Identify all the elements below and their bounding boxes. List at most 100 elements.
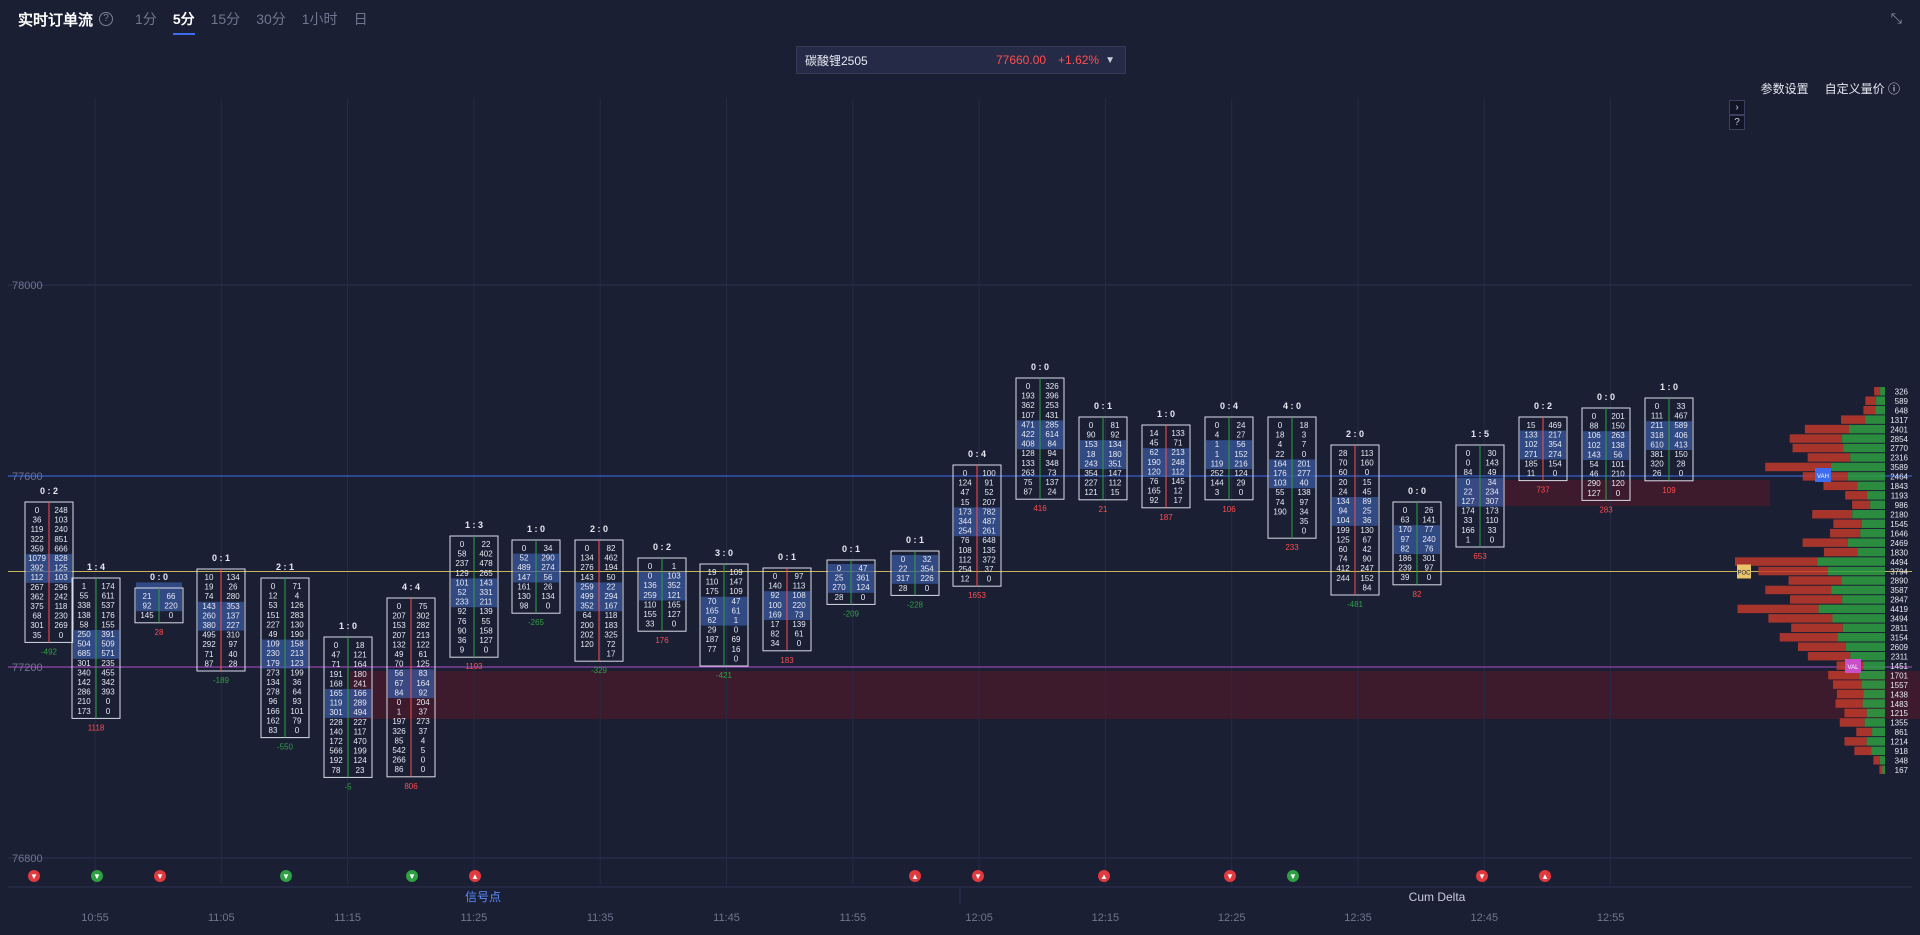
ask-volume-cell: 15 (1111, 488, 1120, 497)
ask-volume-cell: 49 (1488, 468, 1497, 477)
ask-volume-cell: 165 (667, 600, 681, 609)
bid-volume-cell: 22 (899, 565, 908, 574)
ask-volume-cell: 113 (1361, 449, 1374, 458)
ask-volume-cell: 353 (226, 602, 240, 611)
ask-volume-cell: 289 (353, 699, 367, 708)
bid-volume-cell: 192 (329, 756, 343, 765)
ask-volume-cell: 61 (795, 630, 804, 639)
bid-volume-cell: 338 (77, 601, 91, 610)
ask-volume-cell: 0 (59, 631, 64, 640)
ask-volume-cell: 18 (356, 641, 365, 650)
tab-timeframe[interactable]: 日 (353, 11, 368, 27)
bid-volume-cell: 1079 (28, 554, 46, 563)
ask-volume-cell: 61 (419, 650, 428, 659)
candle-ratio-label: 0 : 1 (906, 535, 924, 545)
bid-volume-cell: 39 (1401, 573, 1410, 582)
bid-volume-cell: 190 (1147, 458, 1161, 467)
candle-delta-label: 1653 (968, 591, 986, 600)
ask-volume-cell: 122 (416, 640, 430, 649)
bid-volume-cell: 169 (768, 610, 782, 619)
profile-volume-label: 2464 (1890, 473, 1908, 482)
profile-buy-bar (1870, 500, 1885, 510)
candle-delta-label: 187 (1159, 513, 1173, 522)
custom-price-link[interactable]: 自定义量价 ⓘ (1825, 80, 1900, 97)
profile-buy-bar (1866, 708, 1885, 718)
x-tick-label: 12:35 (1344, 912, 1372, 924)
bid-volume-cell: 134 (266, 678, 280, 687)
ask-volume-cell: 431 (1045, 411, 1059, 420)
bid-volume-cell: 70 (708, 597, 717, 606)
ask-volume-cell: 112 (1172, 467, 1185, 476)
bid-volume-cell: 318 (1650, 431, 1664, 440)
tab-timeframe[interactable]: 1小时 (301, 11, 338, 27)
candle-ratio-label: 1 : 0 (1157, 409, 1175, 419)
bid-volume-cell: 145 (140, 611, 154, 620)
bid-volume-cell: 566 (329, 747, 343, 756)
ask-volume-cell: 290 (541, 554, 555, 563)
profile-buy-bar (1857, 547, 1885, 557)
profile-buy-bar (1861, 680, 1885, 689)
profile-sell-bar (1807, 651, 1851, 661)
bid-volume-cell: 55 (1276, 488, 1285, 497)
candle-ratio-label: 4 : 4 (402, 582, 420, 592)
ask-volume-cell: 0 (1427, 573, 1432, 582)
signal-up-icon (909, 870, 921, 882)
ask-volume-cell: 269 (54, 621, 68, 630)
candle-ratio-label: 2 : 0 (1346, 429, 1364, 439)
bid-volume-cell: 77 (708, 645, 717, 654)
tab-timeframe[interactable]: 15分 (210, 11, 241, 27)
ask-volume-cell: 0 (1302, 527, 1307, 536)
candle-delta-label: -189 (213, 676, 230, 685)
ask-volume-cell: 160 (1360, 459, 1374, 468)
tab-timeframe[interactable]: 30分 (256, 11, 286, 27)
tab-timeframe[interactable]: 1分 (135, 11, 157, 27)
bid-volume-cell: 211 (1651, 421, 1664, 430)
ask-volume-cell: 47 (732, 597, 741, 606)
profile-sell-bar (1874, 387, 1881, 396)
bid-volume-cell: 25 (835, 574, 844, 583)
help-icon[interactable]: ? (99, 12, 114, 26)
profile-volume-label: 648 (1895, 406, 1909, 415)
bid-volume-cell: 75 (1024, 478, 1033, 487)
ask-volume-cell: 0 (1616, 489, 1621, 498)
bid-volume-cell: 136 (643, 581, 657, 590)
ask-volume-cell: 1 (672, 562, 677, 571)
collapse-icon[interactable]: ⤡ (1890, 10, 1902, 26)
bid-volume-cell: 166 (1461, 526, 1475, 535)
bid-volume-cell: 165 (1147, 487, 1161, 496)
ask-volume-cell: 0 (295, 726, 300, 735)
signal-point-label: 信号点 (465, 890, 501, 904)
ask-volume-cell: 227 (353, 718, 367, 727)
ask-volume-cell: 92 (1111, 431, 1120, 440)
bid-volume-cell: 176 (1273, 469, 1287, 478)
ask-volume-cell: 35 (1300, 517, 1309, 526)
ask-volume-cell: 73 (795, 610, 804, 619)
ask-volume-cell: 133 (1171, 429, 1185, 438)
symbol-selector[interactable]: 碳酸锂2505 77660.00 +1.62% ▼ (796, 46, 1126, 74)
ask-volume-cell: 4 (295, 592, 300, 601)
ask-volume-cell: 227 (226, 621, 240, 630)
bid-volume-cell: 170 (1398, 525, 1412, 534)
ask-volume-cell: 348 (1045, 459, 1059, 468)
profile-volume-label: 1701 (1890, 671, 1908, 680)
profile-sell-bar (1844, 708, 1867, 718)
bid-volume-cell: 92 (771, 591, 780, 600)
ask-volume-cell: 241 (353, 679, 367, 688)
help-side-icon[interactable]: ? (1729, 115, 1745, 130)
bid-volume-cell: 0 (1026, 382, 1031, 391)
bid-volume-cell: 58 (80, 620, 89, 629)
candle-ratio-label: 0 : 0 (150, 572, 168, 582)
bid-volume-cell: 94 (1339, 507, 1348, 516)
candle-ratio-label: 2 : 0 (590, 524, 608, 534)
profile-sell-bar (1802, 538, 1848, 547)
bid-volume-cell: 144 (1210, 479, 1224, 488)
tab-timeframe[interactable]: 5分 (172, 11, 195, 35)
settings-link[interactable]: 参数设置 (1760, 82, 1809, 96)
profile-volume-label: 1646 (1890, 529, 1908, 538)
expand-icon[interactable]: › (1729, 100, 1745, 115)
bid-volume-cell: 132 (392, 640, 406, 649)
bid-volume-cell: 9 (460, 646, 465, 655)
ask-volume-cell: 17 (607, 650, 616, 659)
ask-volume-cell: 158 (479, 626, 493, 635)
